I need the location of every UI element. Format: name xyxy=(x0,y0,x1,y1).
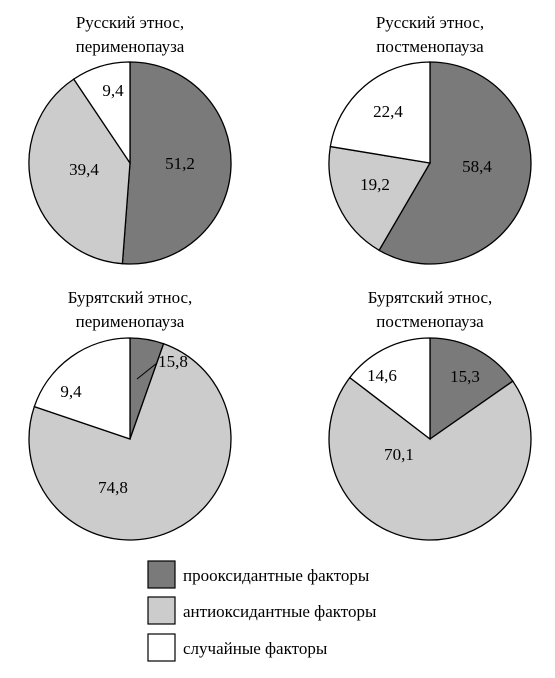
pie-slice-random xyxy=(72,61,131,166)
pie-slice-antioxidant xyxy=(28,342,232,541)
slice-value-label: 9,4 xyxy=(102,81,124,100)
pie-slice-prooxidant xyxy=(378,61,532,265)
chart-title-line: Бурятский этнос, xyxy=(68,288,193,307)
pie-chart-1: Русский этнос, перименопауза 51,2 39,4 9,4 xyxy=(28,13,232,265)
chart-title-line: постменопауза xyxy=(376,312,484,331)
pie-slice-prooxidant xyxy=(121,61,232,265)
chart-title-line: Бурятский этнос, xyxy=(368,288,493,307)
pie-slice-antioxidant xyxy=(28,78,131,265)
slice-value-label: 39,4 xyxy=(69,160,99,179)
legend-label: случайные факторы xyxy=(183,639,328,658)
legend-swatch xyxy=(147,560,176,589)
slice-value-label: 19,2 xyxy=(360,175,390,194)
pie-slice-random xyxy=(348,337,431,441)
pie-slice-prooxidant xyxy=(429,337,514,441)
chart-title-line: Русский этнос, xyxy=(376,13,484,32)
pie-slice-random xyxy=(329,61,431,164)
slice-value-label: 14,6 xyxy=(367,366,397,385)
legend-label: антиоксидантные факторы xyxy=(183,602,377,621)
slice-value-label: 74,8 xyxy=(98,478,128,497)
legend-swatch xyxy=(147,633,176,662)
pie-chart-3: Бурятский этнос, перименопауза 15,8 74,8 9,4 xyxy=(28,288,232,541)
slice-value-label: 22,4 xyxy=(373,102,403,121)
legend-label: прооксидантные факторы xyxy=(183,566,370,585)
chart-title-line: перименопауза xyxy=(76,37,185,56)
legend-swatch xyxy=(147,596,176,625)
slice-value-label: 70,1 xyxy=(384,445,414,464)
pie-slice-antioxidant xyxy=(328,145,432,252)
slice-value-label: 9,4 xyxy=(60,382,82,401)
slice-value-label: 15,8 xyxy=(158,352,188,371)
pie-slice-random xyxy=(33,337,131,440)
legend: прооксидантные факторы антиоксидантные фа… xyxy=(147,560,377,662)
chart-title-line: Русский этнос, xyxy=(76,13,184,32)
pie-chart-4: Бурятский этнос, постменопауза 15,3 70,1 14,… xyxy=(328,288,532,541)
pie-slice-antioxidant xyxy=(328,376,532,541)
label-leader-line xyxy=(136,362,158,380)
slice-value-label: 51,2 xyxy=(165,154,195,173)
slice-value-label: 58,4 xyxy=(462,157,492,176)
chart-title-line: постменопауза xyxy=(376,37,484,56)
pie-chart-2: Русский этнос, постменопауза 58,4 19,2 22,4 xyxy=(328,13,532,265)
slice-value-label: 15,3 xyxy=(450,367,480,386)
chart-title-line: перименопауза xyxy=(76,312,185,331)
